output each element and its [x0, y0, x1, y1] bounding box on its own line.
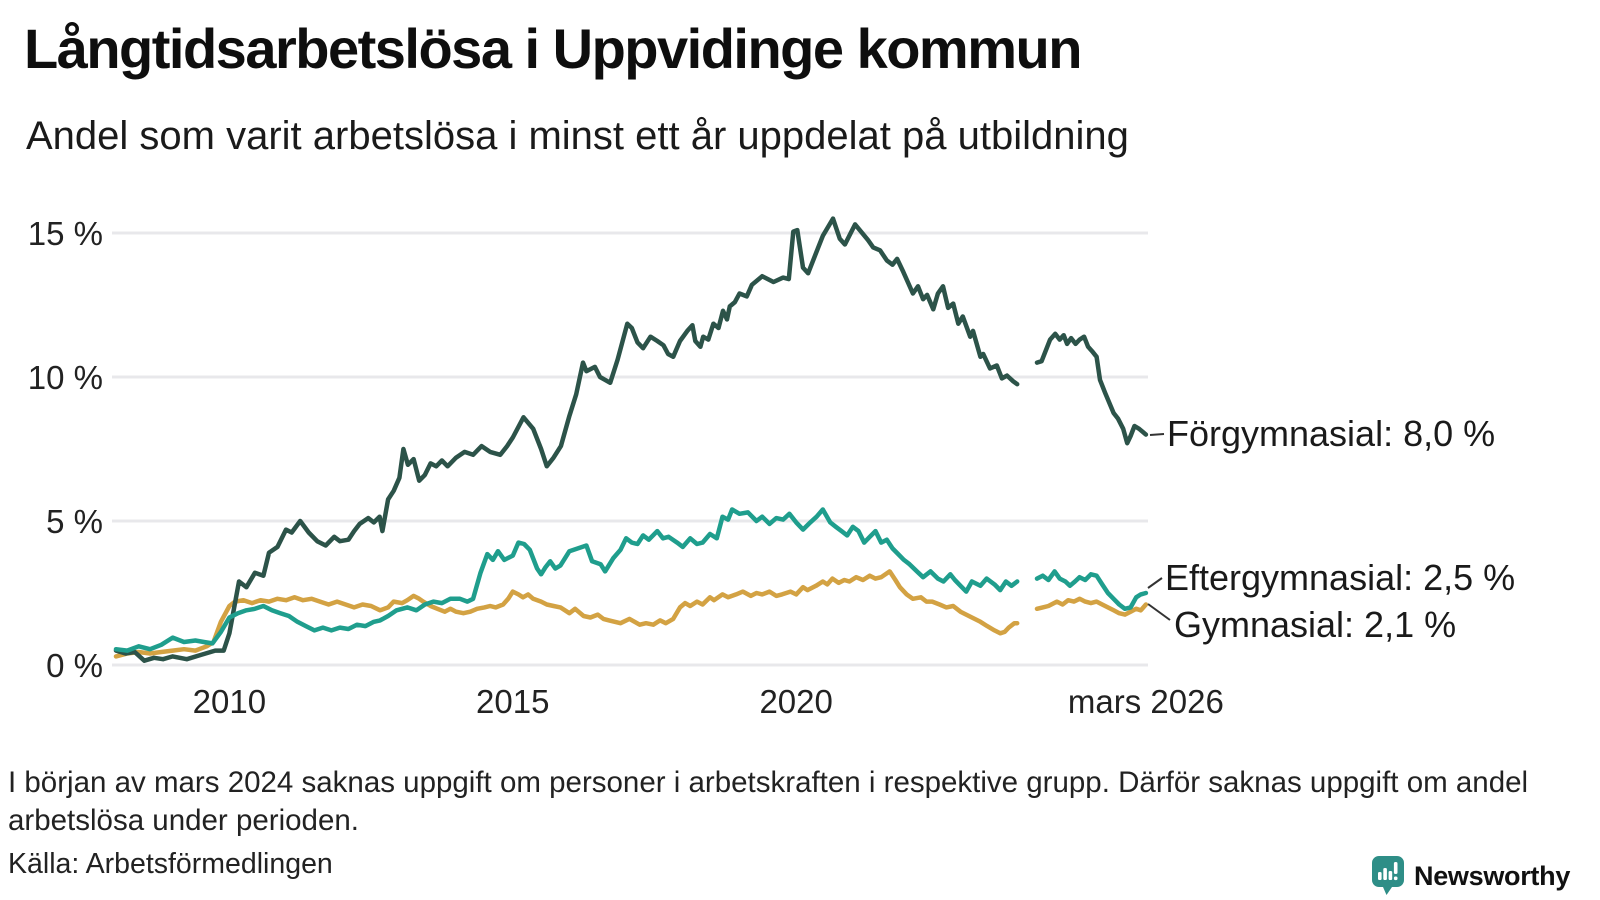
label-connector [1147, 603, 1171, 621]
x-axis-tick-label: 2010 [193, 683, 266, 720]
source-line: Källa: Arbetsförmedlingen [8, 848, 333, 880]
label-connector [1149, 433, 1165, 436]
series-end-label-gymnasial: Gymnasial: 2,1 % [1174, 604, 1457, 645]
series-line-förgymnasial [113, 216, 1149, 663]
y-axis-tick-label: 0 % [46, 647, 103, 684]
series-line-gymnasial [113, 569, 1149, 659]
y-axis-tick-label: 10 % [28, 359, 103, 396]
page-subtitle: Andel som varit arbetslösa i minst ett å… [26, 114, 1129, 158]
x-axis-tick-label: mars 2026 [1068, 683, 1224, 720]
series-end-label-forgymnasial: Förgymnasial: 8,0 % [1167, 413, 1496, 454]
y-axis-tick-label: 15 % [28, 215, 103, 252]
x-axis-tick-label: 2020 [759, 683, 832, 720]
y-axis-tick-label: 5 % [46, 503, 103, 540]
page-title: Långtidsarbetslösa i Uppvidinge kommun [24, 17, 1082, 80]
series-line-eftergymnasial [113, 507, 1149, 653]
label-connector [1147, 577, 1163, 589]
series-end-label-eftergymnasial: Eftergymnasial: 2,5 % [1165, 557, 1516, 598]
x-axis-tick-label: 2015 [476, 683, 549, 720]
newsworthy-logo: Newsworthy [1372, 856, 1570, 896]
footnote: I början av mars 2024 saknas uppgift om … [8, 766, 1529, 837]
newsworthy-logo-text: Newsworthy [1414, 860, 1571, 891]
newsworthy-chart-pin-icon [1372, 856, 1404, 895]
